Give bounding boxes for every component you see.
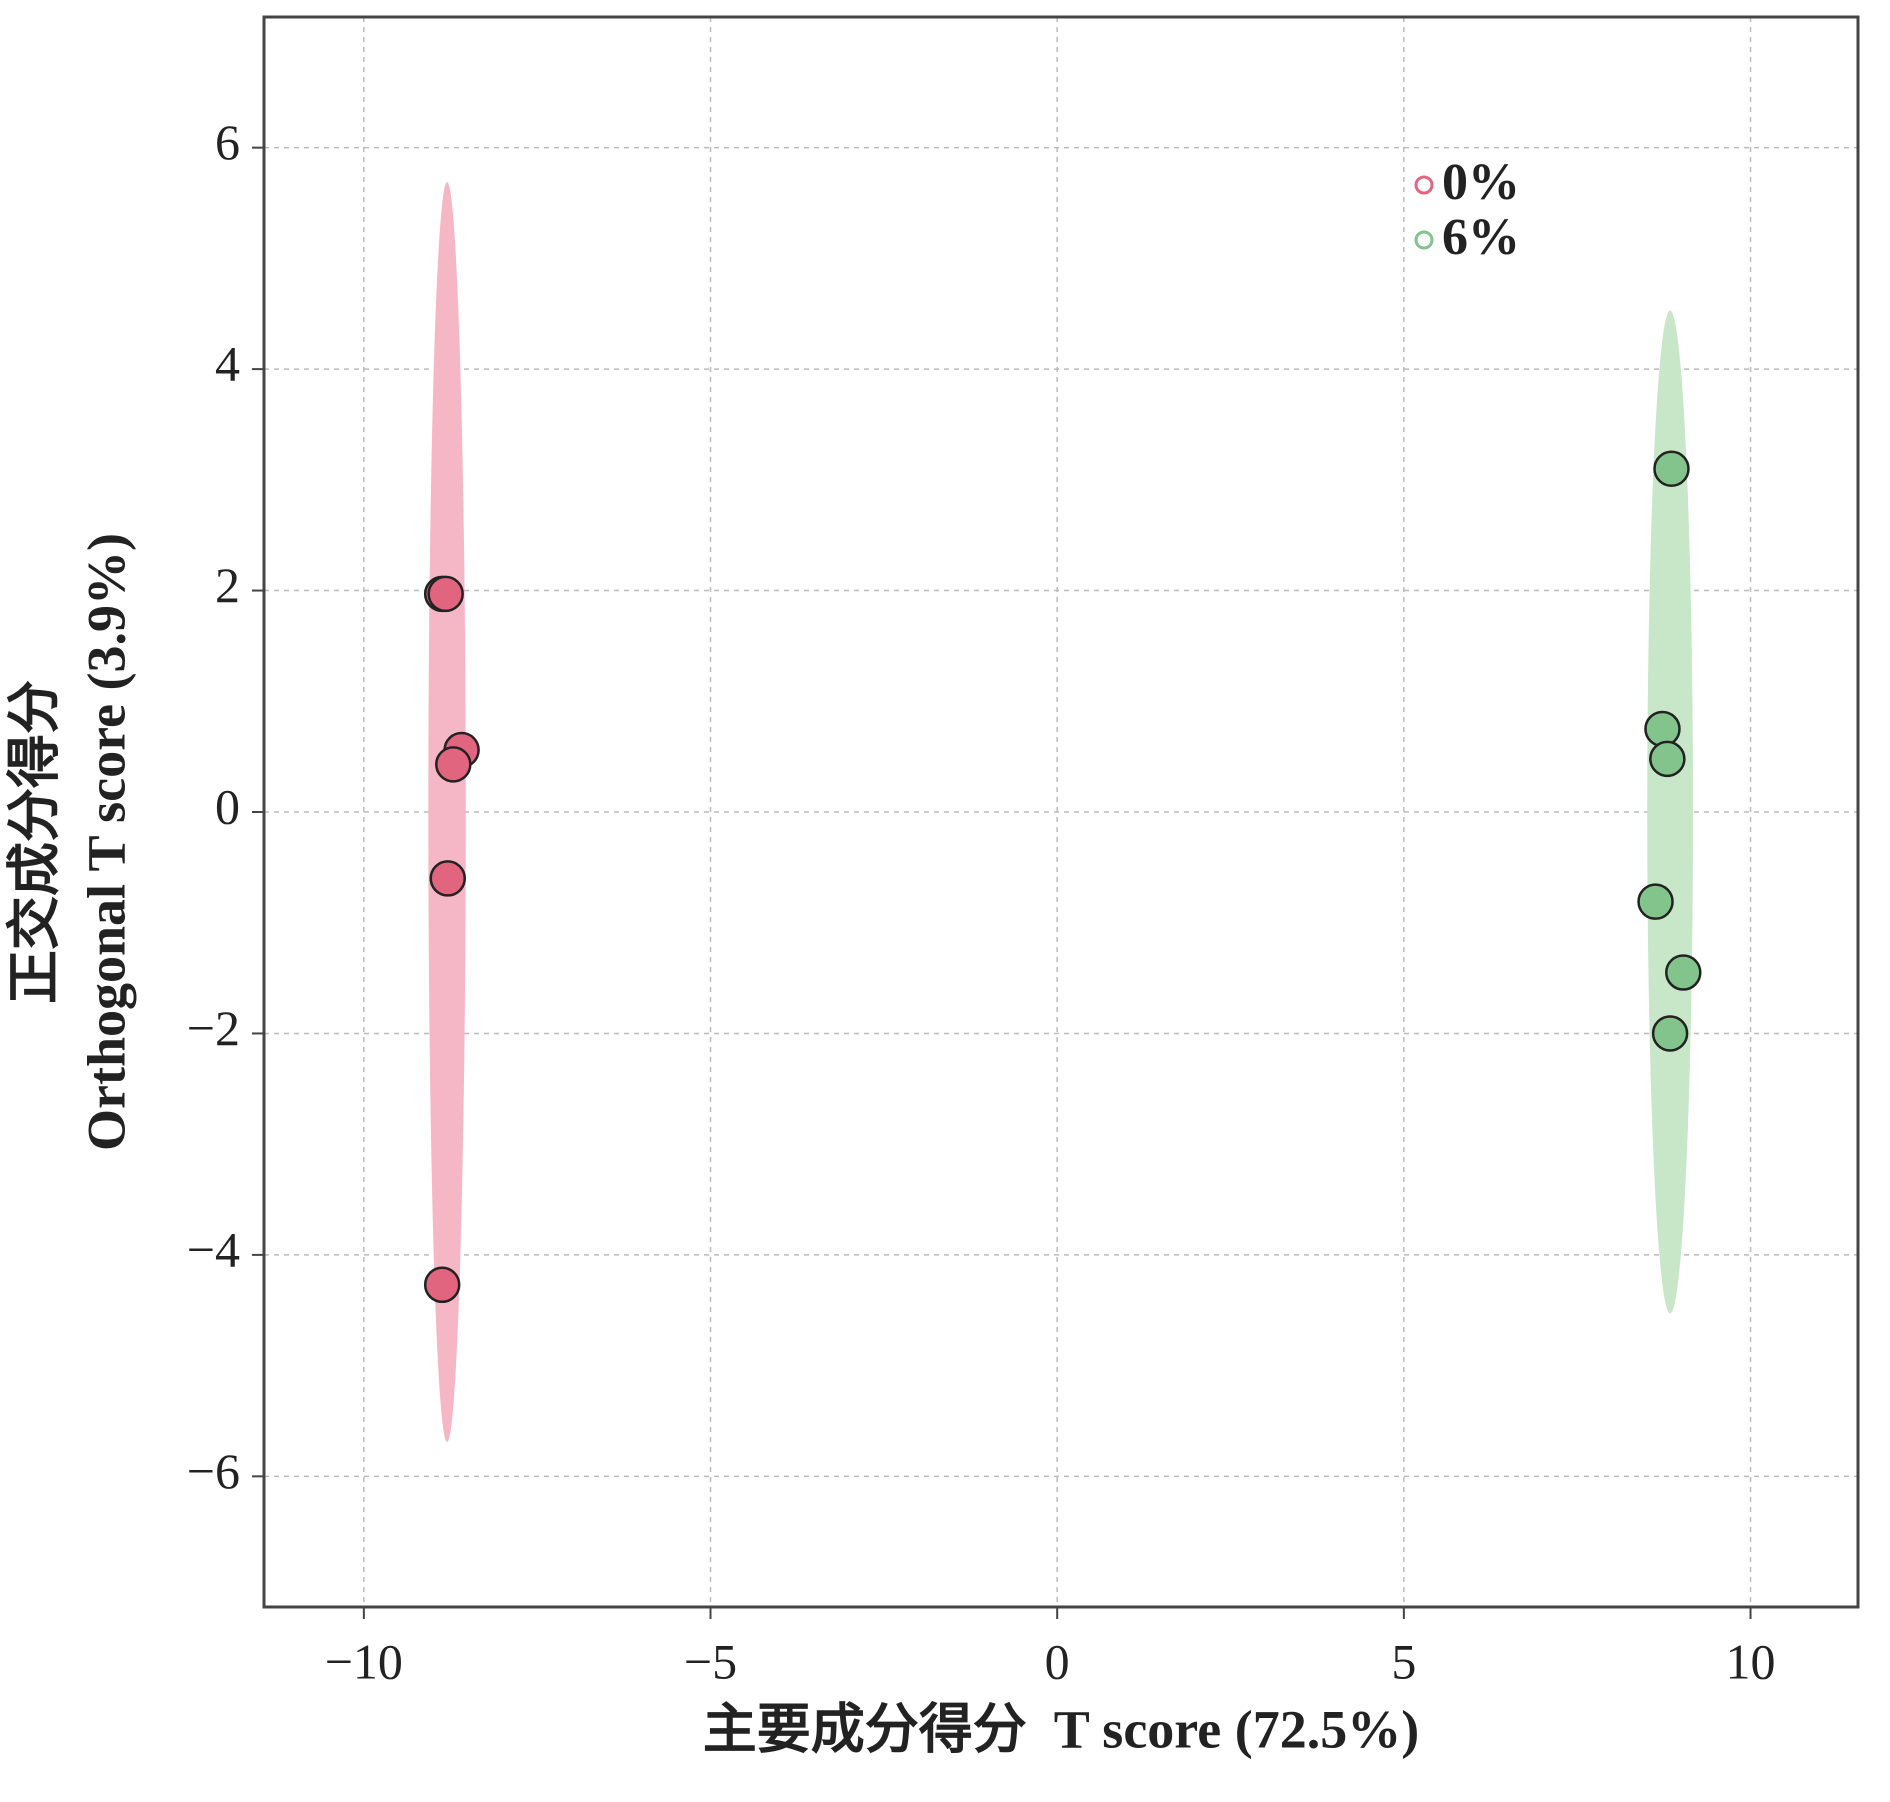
y-tick-label: −4 bbox=[187, 1221, 240, 1277]
y-tick-label: 2 bbox=[215, 557, 240, 613]
y-axis-label: Orthogonal T score (3.9%) bbox=[76, 533, 136, 1151]
y-tick-label: 0 bbox=[215, 778, 240, 834]
plot-frame bbox=[262, 15, 1860, 1609]
x-tick-label: 10 bbox=[1726, 1633, 1776, 1689]
point bbox=[1651, 1015, 1689, 1052]
confidence-ellipse bbox=[1647, 310, 1693, 1314]
point bbox=[423, 1266, 461, 1304]
y-tick-label: 6 bbox=[215, 114, 240, 170]
point bbox=[1665, 954, 1702, 991]
point bbox=[1644, 710, 1681, 748]
x-tick-label: −5 bbox=[684, 1633, 737, 1689]
x-axis-label: 主要成分得分 T score (72.5%) bbox=[703, 1699, 1419, 1759]
legend-marker bbox=[1414, 230, 1434, 250]
confidence-ellipse bbox=[428, 181, 466, 1443]
point bbox=[1649, 740, 1686, 778]
legend-marker bbox=[1414, 175, 1434, 195]
x-tick-label: −10 bbox=[325, 1633, 403, 1689]
y-axis-label: 正交成分得分 bbox=[4, 680, 64, 1004]
point bbox=[1653, 450, 1690, 488]
legend-label: 0% bbox=[1442, 154, 1520, 211]
point bbox=[1637, 883, 1674, 920]
x-tick-label: 0 bbox=[1045, 1633, 1070, 1689]
x-tick-label: 5 bbox=[1391, 1633, 1416, 1689]
y-tick-label: −6 bbox=[187, 1443, 240, 1499]
point bbox=[427, 575, 464, 613]
y-tick-label: −2 bbox=[187, 1000, 240, 1056]
legend-label: 6% bbox=[1442, 209, 1520, 266]
y-tick-label: 4 bbox=[215, 336, 240, 392]
point bbox=[429, 860, 466, 897]
point bbox=[435, 746, 472, 783]
